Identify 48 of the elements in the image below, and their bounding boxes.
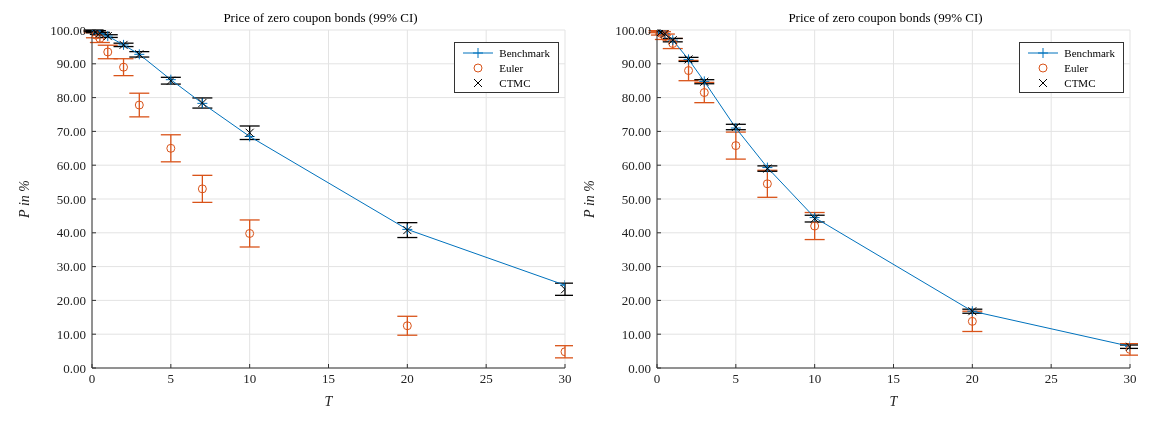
legend-label: CTMC <box>499 76 531 89</box>
x-tick-label: 5 <box>732 371 740 387</box>
y-tick-label: 0.00 <box>63 360 86 376</box>
legend-label: Benchmark <box>499 46 550 59</box>
y-tick-label: 100.00 <box>50 22 86 38</box>
x-axis-title: T <box>889 394 899 409</box>
legend-label: Euler <box>499 61 524 74</box>
legend-label: Euler <box>1064 61 1089 74</box>
y-tick-label: 10.00 <box>56 326 86 342</box>
y-tick-label: 20.00 <box>56 293 86 309</box>
x-tick-label: 20 <box>965 371 979 387</box>
y-tick-label: 90.00 <box>621 56 651 72</box>
legend-label: CTMC <box>1064 76 1096 89</box>
chart-title: Price of zero coupon bonds (99% CI) <box>223 10 418 25</box>
x-tick-label: 25 <box>479 371 493 387</box>
y-tick-label: 70.00 <box>621 124 651 140</box>
y-tick-label: 80.00 <box>621 90 651 106</box>
y-tick-label: 10.00 <box>621 326 651 342</box>
y-tick-label: 80.00 <box>56 90 86 106</box>
x-tick-label: 30 <box>558 371 572 387</box>
y-tick-label: 90.00 <box>56 56 86 72</box>
y-tick-label: 70.00 <box>56 124 86 140</box>
y-tick-label: 50.00 <box>621 191 651 207</box>
y-tick-label: 40.00 <box>621 225 651 241</box>
x-tick-label: 30 <box>1123 371 1137 387</box>
y-tick-label: 100.00 <box>615 22 651 38</box>
x-axis-title: T <box>324 394 334 409</box>
y-tick-label: 50.00 <box>56 191 86 207</box>
y-axis-title: P in % <box>16 180 32 219</box>
x-tick-label: 15 <box>322 371 335 387</box>
x-tick-label: 0 <box>653 371 661 387</box>
x-tick-label: 20 <box>400 371 414 387</box>
x-tick-label: 10 <box>808 371 822 387</box>
y-tick-label: 30.00 <box>621 259 651 275</box>
y-tick-label: 60.00 <box>621 157 651 173</box>
x-tick-label: 25 <box>1044 371 1058 387</box>
x-tick-label: 10 <box>243 371 257 387</box>
y-tick-label: 0.00 <box>628 360 651 376</box>
legend-label: Benchmark <box>1064 46 1115 59</box>
y-tick-label: 60.00 <box>56 157 86 173</box>
y-tick-label: 20.00 <box>621 293 651 309</box>
y-tick-label: 40.00 <box>56 225 86 241</box>
x-tick-label: 0 <box>88 371 96 387</box>
x-tick-label: 15 <box>887 371 900 387</box>
y-tick-label: 30.00 <box>56 259 86 275</box>
chart-title: Price of zero coupon bonds (99% CI) <box>788 10 983 25</box>
y-axis-title: P in % <box>581 180 597 219</box>
x-tick-label: 5 <box>167 371 175 387</box>
